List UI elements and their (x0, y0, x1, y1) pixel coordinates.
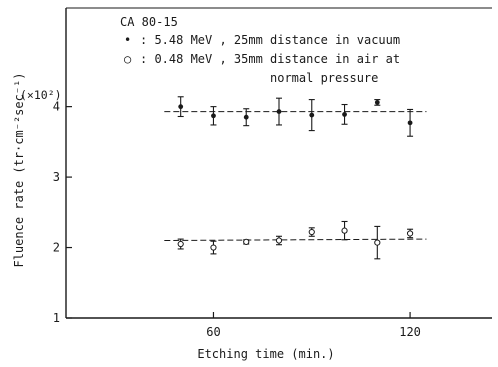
marker-filled (342, 111, 347, 117)
data-point-series-2 (243, 238, 250, 246)
data-point-series-2 (341, 220, 348, 241)
x-axis-label: Etching time (min.) (197, 347, 334, 361)
data-point-series-1 (243, 108, 250, 127)
y-tick-label: 4 (53, 100, 60, 114)
data-point-series-2 (210, 240, 217, 255)
data-point-series-1 (276, 97, 282, 126)
data-point-series-1 (341, 103, 348, 125)
data-point-series-2 (275, 235, 283, 246)
marker-open (243, 238, 250, 246)
data-points (177, 96, 414, 260)
data-point-series-2 (177, 238, 184, 250)
y-tick-label: 2 (53, 241, 60, 255)
marker-open (341, 227, 348, 234)
y-tick-label: 1 (53, 311, 60, 325)
data-point-series-1 (407, 108, 414, 137)
marker-filled (374, 100, 380, 105)
marker-open (275, 237, 283, 244)
marker-open (374, 239, 381, 246)
legend-text-series-2-cont: normal pressure (270, 71, 378, 85)
fit-lines (164, 111, 427, 241)
legend-symbol-series-2: ○ (124, 52, 131, 66)
marker-open (308, 228, 315, 236)
legend-symbol-series-1: • (124, 33, 131, 47)
x-tick-label: 60 (206, 325, 220, 339)
chart-title: CA 80-15 (120, 15, 178, 29)
y-tick-label: 3 (53, 170, 60, 184)
fit-line-series-2 (164, 238, 427, 241)
marker-open (177, 240, 184, 248)
data-point-series-2 (406, 228, 414, 239)
marker-filled (309, 112, 315, 118)
data-point-series-1 (177, 96, 184, 118)
x-tick-label: 120 (399, 325, 421, 339)
marker-filled (211, 113, 216, 119)
marker-open (406, 230, 414, 237)
y-axis-label: Fluence rate (tr·cm⁻²sec⁻¹) (12, 72, 26, 267)
marker-filled (407, 120, 413, 126)
marker-open (210, 244, 217, 251)
plot-frame (65, 7, 492, 319)
data-point-series-1 (308, 99, 315, 132)
axis-ticks: 1 2 3 4 60 120 (53, 100, 421, 339)
y-multiplier: (×10²) (20, 88, 62, 102)
data-point-series-2 (374, 225, 381, 260)
marker-filled (276, 109, 282, 114)
legend-label-series-1: : 5.48 MeV , 25mm distance in vacuum (140, 33, 400, 47)
legend: CA 80-15 • : 5.48 MeV , 25mm distance in… (120, 15, 400, 85)
data-point-series-1 (374, 99, 381, 106)
legend-text-series-2: 0.48 MeV , 35mm distance in air at (154, 52, 400, 66)
legend-text-series-1: 5.48 MeV , 25mm distance in vacuum (154, 33, 400, 47)
marker-filled (243, 114, 249, 120)
legend-label-series-2: : 0.48 MeV , 35mm distance in air at (140, 52, 400, 66)
data-point-series-2 (308, 227, 315, 237)
data-point-series-1 (210, 106, 217, 126)
marker-filled (178, 104, 184, 110)
